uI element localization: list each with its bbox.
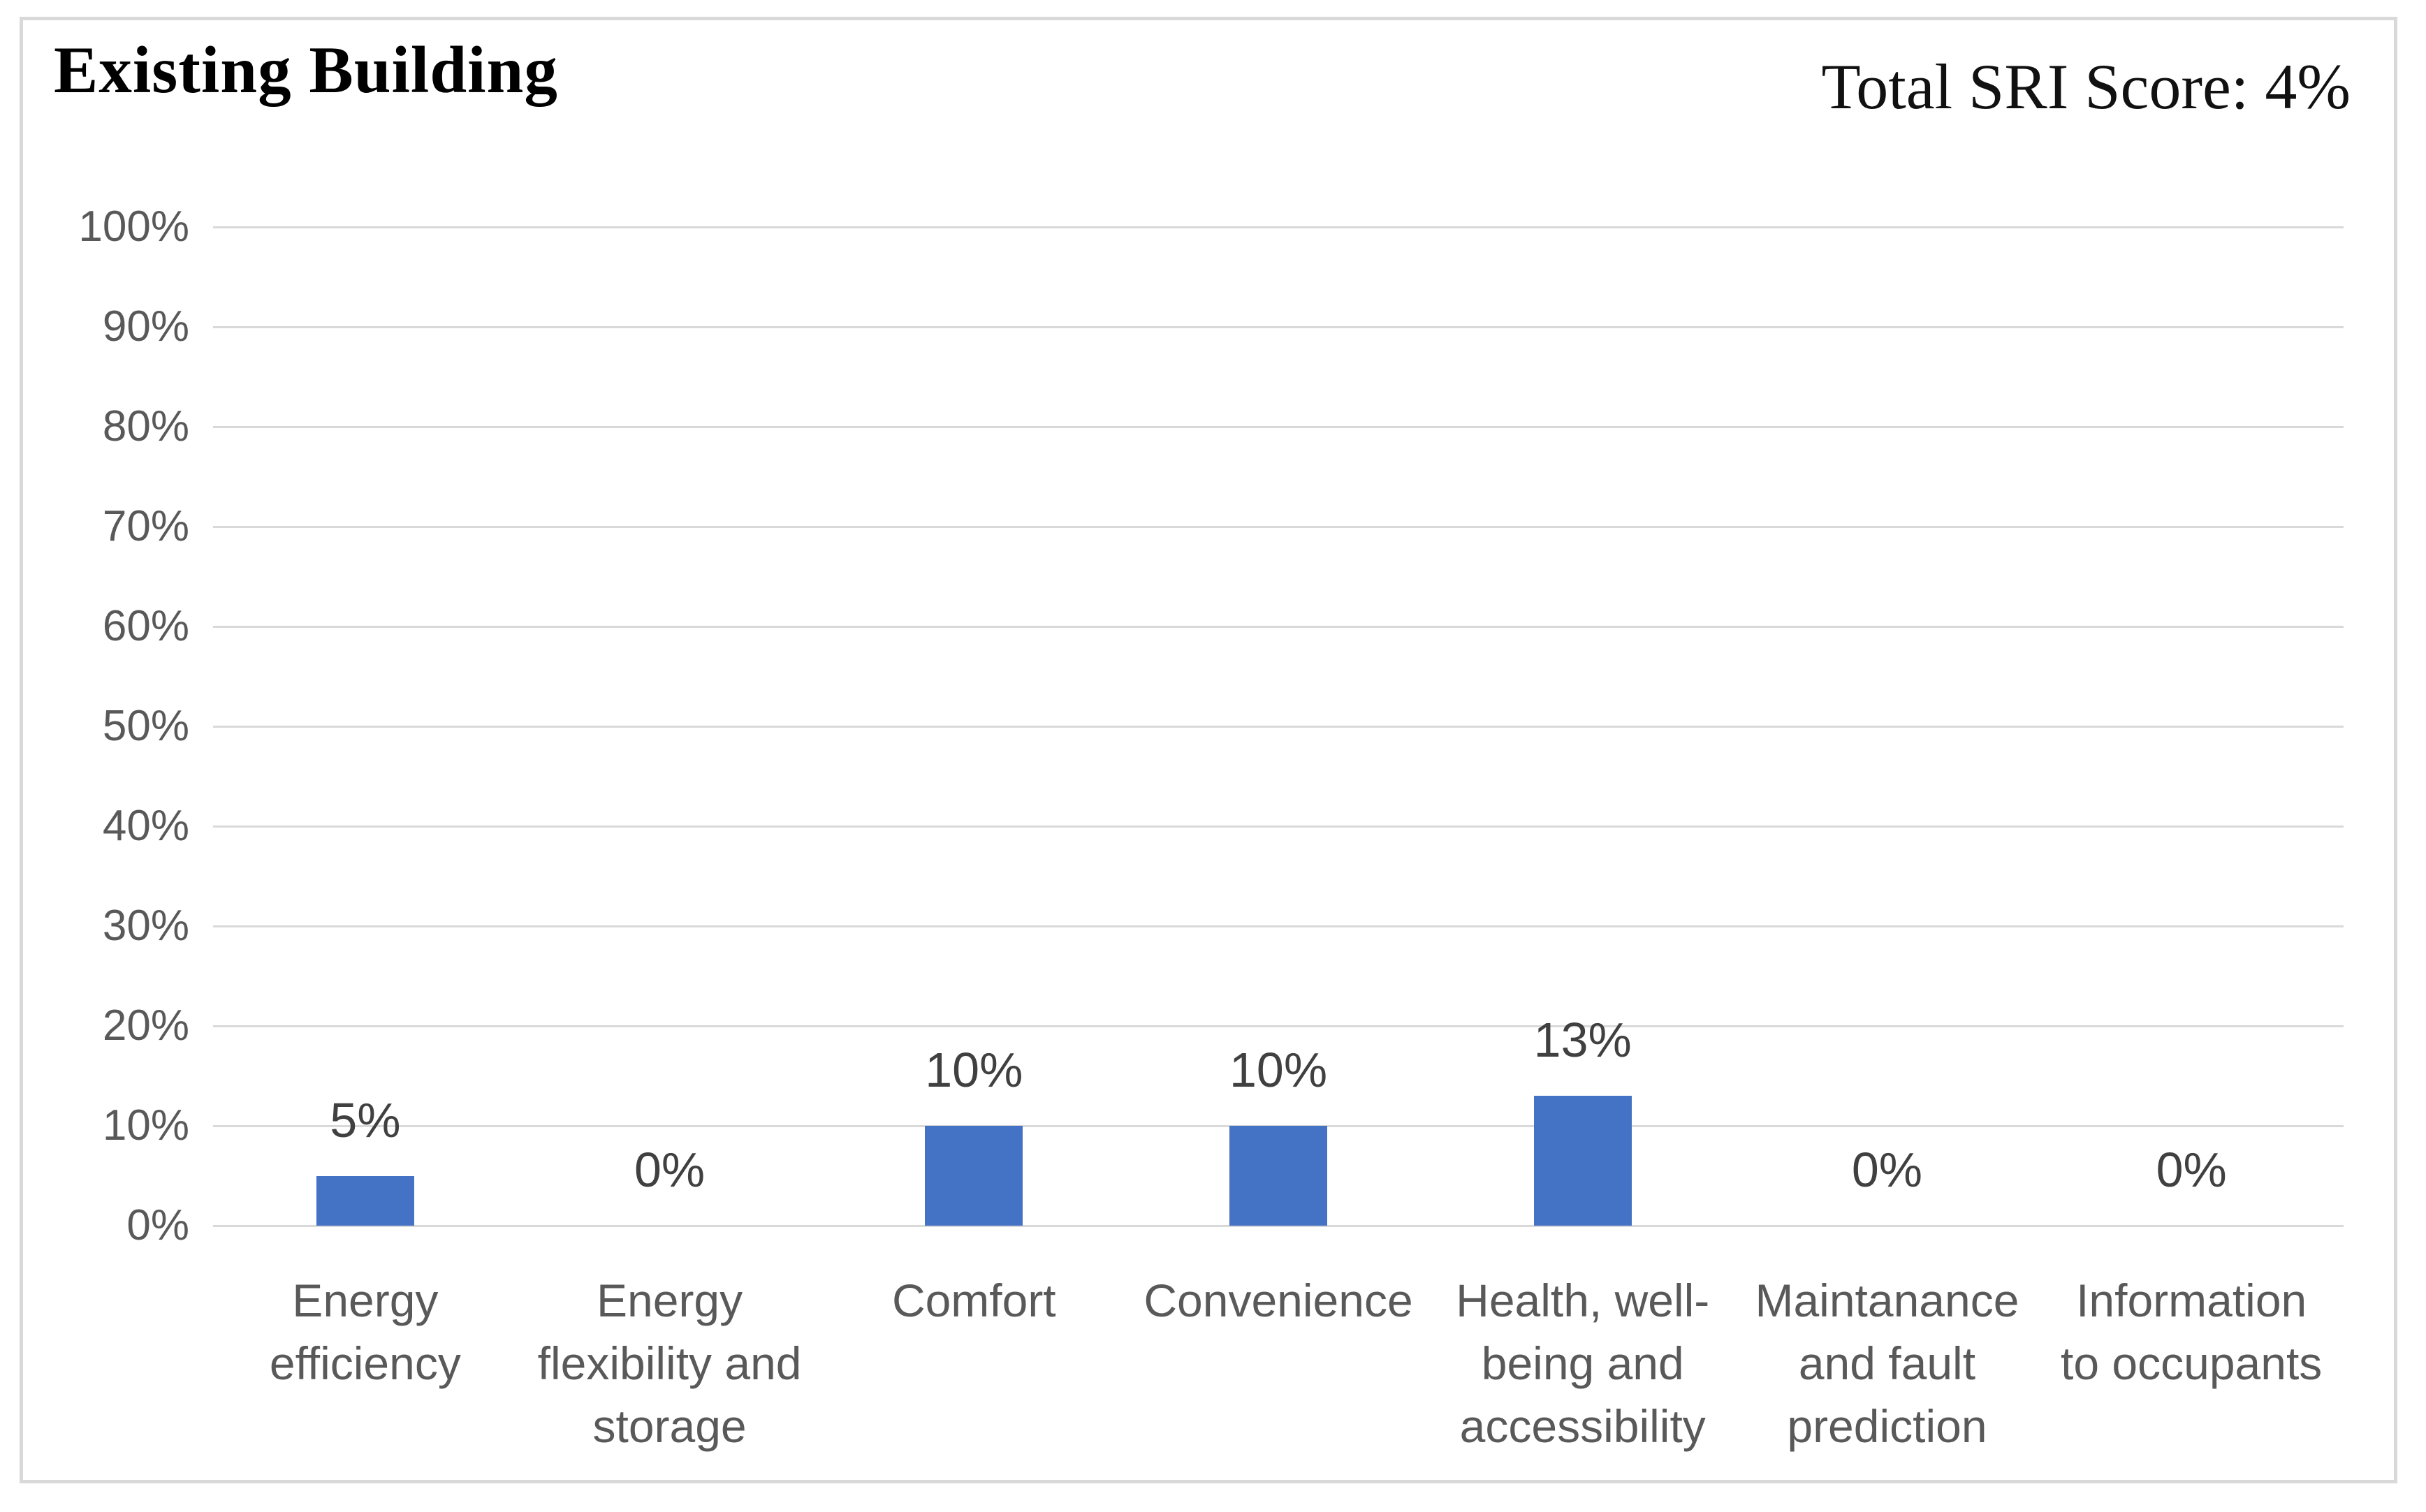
- data-label: 0%: [1851, 1143, 1923, 1197]
- y-tick-label: 70%: [102, 502, 189, 550]
- category-label: Energy flexibility and storage: [537, 1275, 802, 1452]
- gridline: [213, 925, 2344, 927]
- category-label: Health, well- being and accessibility: [1456, 1275, 1710, 1452]
- data-label: 0%: [634, 1143, 706, 1197]
- y-tick-label: 0%: [126, 1201, 189, 1249]
- total-sri-score: Total SRI Score: 4%: [1821, 51, 2351, 122]
- bar-slot-3: 10%: [1126, 227, 1431, 1226]
- y-tick-label: 100%: [78, 203, 189, 251]
- y-tick-label: 20%: [102, 1001, 189, 1050]
- y-tick-label: 10%: [102, 1101, 189, 1150]
- y-tick-label: 80%: [102, 402, 189, 450]
- gridline: [213, 825, 2344, 828]
- bar-slot-5: 0%: [1735, 227, 2040, 1226]
- gridline: [213, 726, 2344, 728]
- y-axis-labels: 100% 90% 80% 70% 60% 50% 40% 30% 20% 10% 0%: [23, 205, 189, 1247]
- x-axis-labels: Energy efficiency Energy flexibility and …: [213, 1269, 2344, 1458]
- data-label: 0%: [2156, 1143, 2227, 1197]
- bar-4: [1533, 1096, 1632, 1226]
- category-label: Convenience: [1143, 1275, 1413, 1326]
- bar-slot-4: 13%: [1431, 227, 1735, 1226]
- data-label: 13%: [1533, 1013, 1632, 1068]
- category-label: Information to occupants: [2061, 1275, 2323, 1389]
- bar-slot-0: 5%: [213, 227, 518, 1226]
- bars: 5% 0% 10% 10% 13% 0% 0%: [213, 227, 2344, 1226]
- bar-3: [1229, 1126, 1328, 1226]
- y-tick-label: 60%: [102, 602, 189, 650]
- y-tick-label: 50%: [102, 702, 189, 750]
- gridline: [213, 426, 2344, 428]
- y-tick-label: 90%: [102, 302, 189, 351]
- chart-frame: Existing Building Total SRI Score: 4% 5%…: [20, 17, 2397, 1483]
- category-label: Maintanance and fault prediction: [1755, 1275, 2019, 1452]
- chart-title: Existing Building: [54, 33, 558, 107]
- bar-2: [925, 1126, 1023, 1226]
- gridline: [213, 526, 2344, 528]
- bar-slot-6: 0%: [2039, 227, 2344, 1226]
- gridline: [213, 626, 2344, 628]
- y-tick-label: 40%: [102, 802, 189, 850]
- gridline: [213, 1225, 2344, 1227]
- data-label: 10%: [1229, 1043, 1328, 1097]
- y-tick-label: 30%: [102, 902, 189, 950]
- bar-slot-2: 10%: [821, 227, 1126, 1226]
- data-label: 5%: [330, 1092, 401, 1147]
- bar-slot-1: 0%: [518, 227, 822, 1226]
- gridline: [213, 1025, 2344, 1027]
- plot-area: 5% 0% 10% 10% 13% 0% 0%: [213, 226, 2344, 1227]
- category-label: Energy efficiency: [269, 1275, 461, 1389]
- data-label: 10%: [925, 1043, 1023, 1097]
- gridline: [213, 326, 2344, 328]
- gridline: [213, 226, 2344, 228]
- category-label: Comfort: [891, 1275, 1056, 1326]
- bar-0: [316, 1175, 414, 1226]
